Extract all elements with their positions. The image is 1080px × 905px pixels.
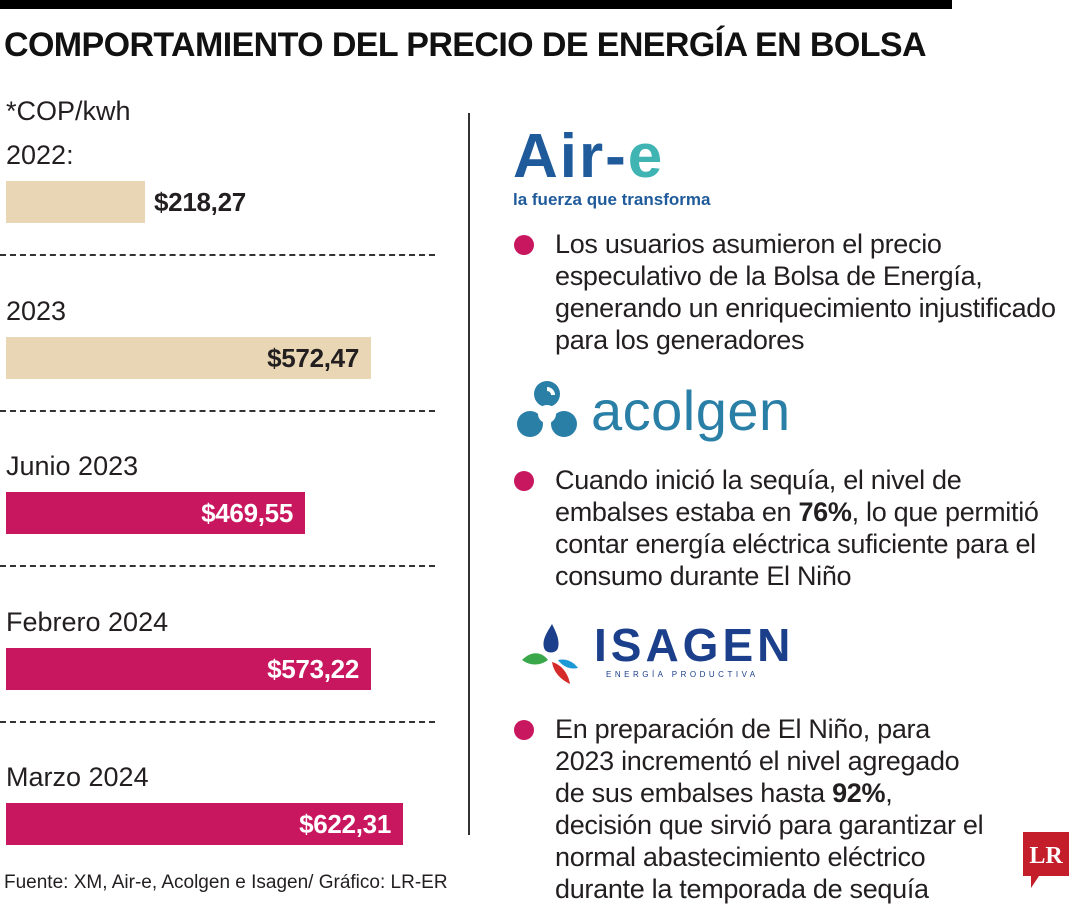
note-isagen-text: En preparación de El Niño, para 2023 inc… <box>555 714 984 904</box>
category-label: Marzo 2024 <box>6 762 149 792</box>
bar <box>6 803 403 845</box>
bar <box>6 181 145 223</box>
row-divider <box>0 720 435 723</box>
isagen-symbol-icon <box>522 624 578 684</box>
source-note: Fuente: XM, Air-e, Acolgen e Isagen/ Grá… <box>4 872 448 893</box>
bar-value-label: $573,22 <box>267 653 359 684</box>
bar-value-label: $572,47 <box>267 342 359 373</box>
bar-value-label: $469,55 <box>201 498 293 528</box>
isagen-tagline: ENERGÍA PRODUCTIVA <box>606 670 759 679</box>
aire-wordmark: Air-e <box>513 122 665 191</box>
acolgen-symbol-icon <box>517 380 577 437</box>
category-label: 2022: <box>6 140 74 170</box>
note-aire-text: Los usuarios asumieron el precio especul… <box>555 229 1056 355</box>
row-divider <box>0 409 435 412</box>
note-acolgen-text: Cuando inició la sequía, el nivel de emb… <box>555 465 1039 591</box>
bar <box>6 492 305 534</box>
aire-tagline: la fuerza que transforma <box>513 190 711 209</box>
unit-label: *COP/kwh <box>6 96 131 126</box>
svg-text:LR: LR <box>1029 843 1063 869</box>
row-divider <box>0 565 435 567</box>
row-divider <box>0 254 435 256</box>
bar <box>6 647 371 690</box>
category-label: Junio 2023 <box>6 451 139 481</box>
lr-logo-icon: LR <box>1023 832 1069 888</box>
acolgen-logo: acolgen <box>515 378 791 443</box>
bar-chart: 2022: $218,27 2023 $572,47 Junio 2023 $469,55… <box>0 0 460 900</box>
bullet-icon <box>514 235 534 255</box>
aire-logo: Air-e la fuerza que transforma <box>513 126 710 210</box>
isagen-wordmark: ISAGEN <box>594 619 795 671</box>
bullet-icon <box>514 720 534 740</box>
category-label: Febrero 2024 <box>6 606 169 637</box>
acolgen-wordmark: acolgen <box>591 379 791 442</box>
page-title: COMPORTAMIENTO DEL PRECIO DE ENERGÍA EN … <box>4 26 927 64</box>
bar <box>6 336 371 379</box>
bar-value-label: $622,31 <box>299 809 391 839</box>
isagen-logo: ISAGEN ENERGÍA PRODUCTIVA <box>518 620 794 686</box>
column-divider <box>468 113 470 835</box>
bullet-icon <box>514 471 534 491</box>
top-rule <box>0 0 952 9</box>
bar-value-label: $218,27 <box>154 187 246 217</box>
category-label: 2023 <box>6 295 67 326</box>
